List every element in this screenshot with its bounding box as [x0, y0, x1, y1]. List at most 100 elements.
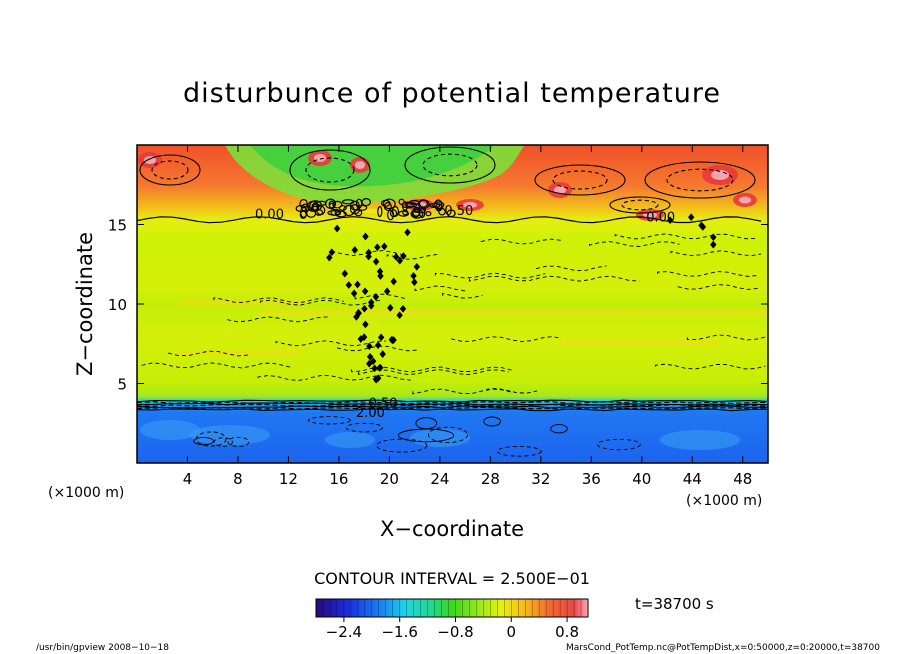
x-tick-label: 4 [183, 470, 193, 488]
plume-contour [425, 211, 432, 217]
falling-parcel [367, 301, 375, 310]
plume-contour [419, 207, 426, 219]
x-unit-left: (×1000 m) [48, 485, 124, 501]
plume-contour [432, 201, 445, 209]
falling-parcel [369, 357, 377, 366]
dashed-contour [412, 388, 513, 395]
contour-lines [137, 146, 768, 457]
plume-contour [349, 200, 360, 211]
dashed-contour [337, 345, 418, 352]
falling-parcel [392, 253, 400, 261]
plume-contour [332, 200, 343, 209]
x-tick-label: 16 [329, 470, 348, 488]
falling-parcel [341, 269, 349, 278]
warm-band [180, 300, 310, 305]
colorbar [315, 598, 589, 618]
lower-contour [376, 438, 428, 453]
dashed-contour [358, 369, 509, 376]
dashed-contour [260, 299, 381, 306]
dashed-contour [213, 297, 344, 304]
upper-contour [534, 164, 626, 196]
falling-parcel [710, 233, 717, 242]
y-tick-label: 15 [108, 217, 127, 235]
lower-contour [345, 422, 384, 433]
plume-contour [299, 210, 307, 219]
x-tick-label: 8 [233, 470, 243, 488]
x-axis-label: X−coordinate [380, 517, 524, 541]
falling-parcel [374, 341, 382, 350]
plume-contour [401, 201, 415, 209]
hot-spot-core [643, 212, 657, 218]
falling-parcel [351, 246, 359, 254]
falling-parcel [687, 213, 695, 222]
falling-parcel [396, 256, 404, 265]
falling-parcel [400, 252, 407, 260]
falling-parcel [410, 272, 417, 280]
lower-contour [415, 417, 438, 430]
lower-contour [213, 437, 233, 447]
falling-parcel [666, 216, 674, 225]
colorbar-tick-label: 0 [507, 623, 517, 641]
plume-contour [361, 198, 371, 207]
lower-contour [193, 436, 214, 446]
plume-contour [434, 199, 443, 210]
dashed-contour [480, 238, 562, 245]
upper-contour [151, 160, 189, 180]
dashed-contour [227, 316, 328, 323]
lower-contour [227, 436, 250, 447]
dashed-contour [310, 374, 411, 381]
falling-parcel [381, 242, 388, 251]
tropopause-contour [137, 216, 762, 224]
plume-contour [419, 199, 429, 208]
falling-parcel [390, 336, 397, 344]
falling-parcel [362, 232, 369, 241]
footer-right: MarsCond_PotTemp.nc@PotTempDist,x=0:5000… [566, 643, 880, 653]
colorbar-tick-label: −0.8 [437, 623, 473, 641]
plume-contour [410, 208, 424, 219]
falling-parcel [372, 257, 380, 266]
cool-patch [140, 420, 200, 440]
x-tick-label: 40 [632, 470, 651, 488]
dashed-contour [414, 285, 466, 292]
y-axis: 5 10 15 [108, 217, 768, 394]
falling-parcel [354, 280, 361, 289]
plume-contour [338, 205, 347, 211]
cool-patch [190, 425, 270, 445]
dashed-contour [670, 250, 761, 257]
lower-contour [550, 424, 568, 434]
x-tick-label: 20 [380, 470, 399, 488]
falling-parcel [326, 253, 333, 262]
heatmap-field [137, 145, 768, 463]
upper-contour [305, 157, 355, 183]
dashed-contour [442, 292, 483, 299]
colorbar-tick-label: 0.8 [555, 623, 579, 641]
falling-parcel [372, 375, 380, 384]
plume-contour [382, 198, 396, 210]
dashed-contour [451, 336, 562, 343]
dashed-contour [351, 366, 512, 373]
plume-contour [398, 198, 405, 205]
inversion-contour [137, 399, 768, 403]
falling-parcel [374, 243, 381, 252]
y-axis-label: Z−coordinate [73, 232, 97, 376]
falling-parcel [362, 320, 369, 329]
upper-contour [666, 168, 734, 192]
falling-parcel [377, 333, 385, 342]
falling-parcel [698, 221, 705, 230]
dashed-contour [614, 233, 756, 240]
warm-band [260, 310, 768, 316]
falling-parcel [413, 262, 421, 271]
upper-contour [609, 196, 671, 214]
y-tick-label: 5 [117, 376, 127, 394]
falling-parcel [390, 277, 397, 286]
plume-contour [327, 210, 341, 216]
upper-contour [404, 146, 496, 184]
falling-parcel [383, 287, 391, 296]
upper-contour [552, 170, 608, 190]
dashed-contour [141, 362, 292, 369]
hot-spot-core [355, 161, 365, 169]
falling-parcel [361, 304, 368, 313]
field-structures [138, 145, 768, 450]
contour-label: 0.50 [369, 397, 398, 412]
